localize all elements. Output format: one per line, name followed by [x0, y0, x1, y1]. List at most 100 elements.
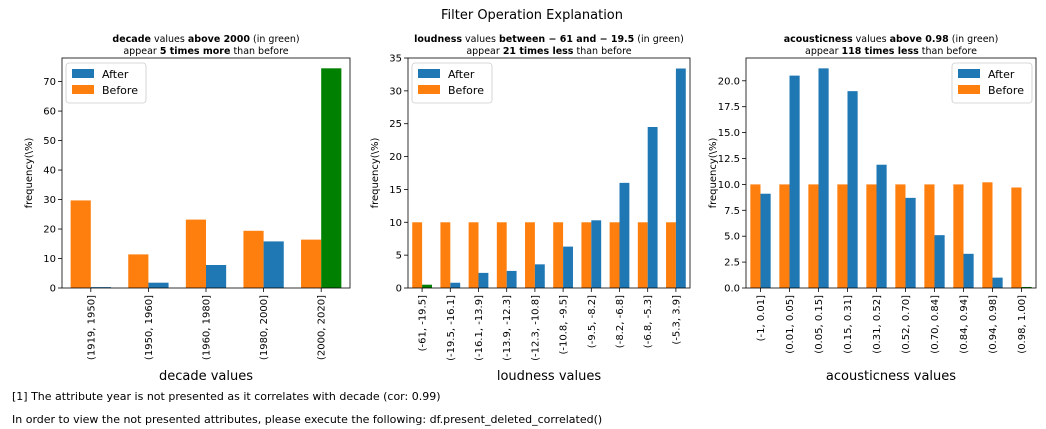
chart-2-bar-before-9: [1011, 187, 1022, 288]
chart-1-ylabel: frequency(\%): [370, 137, 381, 208]
chart-1-bar-before-6: [581, 222, 592, 288]
chart-2-bar-before-7: [953, 184, 964, 288]
chart-2-legend-label-0: After: [988, 68, 1015, 81]
chart-2-ytick-label-3: 7.5: [724, 206, 740, 217]
chart-1-xtick-label-6: (-9.5, -8.2]: [587, 295, 598, 348]
chart-2-bar-before-4: [866, 184, 877, 288]
chart-2-ytick-label-8: 20.0: [718, 76, 740, 87]
chart-2-xtick-label-4: (0.31, 0.52]: [872, 295, 883, 354]
chart-1-bar-after-1: [450, 282, 461, 288]
chart-1-bar-after-2: [478, 272, 489, 288]
chart-2-bar-after-4: [876, 164, 887, 288]
chart-0-bar-before-2: [185, 219, 206, 288]
chart-2-bar-after-0: [760, 193, 771, 288]
chart-1-legend-label-0: After: [448, 68, 475, 81]
chart-1-subtitle-line-1: appear 21 times less than before: [466, 46, 631, 57]
chart-1-bar-before-1: [440, 222, 451, 288]
chart-0-ytick-label-2: 20: [43, 225, 56, 236]
chart-2-bar-before-3: [837, 184, 848, 288]
chart-1-ytick-label-0: 0: [396, 284, 402, 295]
chart-2-xtick-label-3: (0.15, 0.31]: [843, 295, 854, 354]
chart-0-bar-before-0: [70, 200, 91, 288]
chart-1-bar-before-5: [553, 222, 564, 288]
chart-2-xtick-label-2: (0.05, 0.15]: [814, 295, 825, 354]
chart-1-bar-after-0: [422, 284, 432, 288]
chart-1-xtick-label-8: (-6.8, -5.3]: [643, 295, 654, 348]
chart-2-legend-swatch-1: [958, 85, 980, 94]
chart-0-ylabel: frequency(\%): [24, 137, 35, 208]
chart-1-bar-after-8: [647, 127, 658, 288]
footnote-instructions: In order to view the not presented attri…: [12, 413, 603, 426]
chart-1-bar-before-8: [637, 222, 648, 288]
chart-2-xlabel: acousticness values: [826, 369, 956, 384]
chart-2-bar-after-9: [1021, 286, 1032, 288]
chart-0-xtick-label-2: (1960, 1980]: [202, 295, 213, 360]
chart-1-bar-after-9: [675, 68, 686, 288]
chart-1-axes-frame: [407, 57, 691, 289]
chart-1-xtick-label-4: (-12.3, -10.8]: [530, 295, 541, 361]
chart-2-bar-after-8: [992, 277, 1003, 288]
chart-2-ytick-label-4: 10.0: [718, 180, 740, 191]
chart-1-ytick-label-4: 20: [389, 152, 402, 163]
chart-1-ytick-label-2: 10: [389, 218, 402, 229]
chart-2-axes-frame: [745, 57, 1037, 289]
chart-2-xtick-label-1: (0.01, 0.05]: [785, 295, 796, 354]
chart-1-bar-before-9: [666, 222, 676, 288]
chart-0-ytick-label-5: 50: [43, 136, 56, 147]
chart-1-ytick-label-5: 25: [389, 119, 402, 130]
chart-2-xtick-label-0: (-1, 0.01]: [756, 295, 767, 341]
chart-1-legend-label-1: Before: [448, 84, 484, 97]
chart-0-legend-swatch-0: [72, 69, 94, 78]
chart-2-ytick-label-7: 17.5: [718, 102, 740, 113]
chart-1-ytick-label-3: 15: [389, 185, 402, 196]
chart-2-bar-before-1: [779, 184, 790, 288]
chart-2-legend-label-1: Before: [988, 84, 1024, 97]
chart-0-xtick-label-0: (1919, 1950]: [86, 295, 97, 360]
chart-1-ytick-label-1: 5: [396, 251, 402, 262]
chart-0-bar-before-4: [301, 239, 322, 288]
chart-2-bar-after-7: [963, 253, 974, 288]
chart-2-subtitle-line-1: appear 118 times less than before: [805, 46, 977, 57]
chart-2-bar-before-2: [808, 184, 819, 288]
chart-2-bar-after-3: [847, 91, 858, 288]
chart-0-ytick-label-1: 10: [43, 254, 56, 265]
chart-0-xtick-label-1: (1950, 1960]: [144, 295, 155, 360]
chart-0-ytick-label-7: 70: [43, 77, 56, 88]
chart-2-ytick-label-5: 12.5: [718, 154, 740, 165]
chart-1-xtick-label-0: (-61, -19.5]: [418, 295, 429, 351]
chart-1-ytick-label-7: 35: [389, 54, 402, 65]
chart-1-bar-before-3: [496, 222, 507, 288]
chart-1-bar-before-4: [525, 222, 535, 288]
chart-0-bar-after-4: [321, 68, 342, 288]
chart-1-legend-swatch-1: [418, 85, 440, 94]
chart-2-bar-before-6: [924, 184, 935, 288]
chart-0-bar-after-3: [263, 241, 284, 288]
chart-1-xtick-label-3: (-13.9, -12.3]: [502, 295, 513, 361]
chart-0-bar-before-3: [243, 230, 264, 288]
chart-1-bar-after-7: [619, 182, 630, 288]
chart-1-bar-after-4: [534, 264, 545, 288]
chart-0-bar-after-2: [206, 265, 227, 288]
chart-2-xtick-label-6: (0.70, 0.84]: [930, 295, 941, 354]
chart-1-legend-swatch-0: [418, 69, 440, 78]
chart-2-ytick-label-6: 15.0: [718, 128, 740, 139]
chart-1-xtick-label-5: (-10.8, -9.5]: [559, 295, 570, 355]
chart-0-subtitle-line-1: appear 5 times more than before: [123, 46, 288, 57]
chart-1-xtick-label-9: (-5.3, 3.9]: [671, 295, 682, 345]
chart-0-ytick-label-3: 30: [43, 195, 56, 206]
chart-0-ytick-label-4: 40: [43, 166, 56, 177]
chart-0-legend-label-1: Before: [102, 84, 138, 97]
chart-2-xtick-label-8: (0.94, 0.98]: [988, 295, 999, 354]
chart-1-xtick-label-2: (-16.1, -13.9]: [474, 295, 485, 361]
chart-1-xtick-label-7: (-8.2, -6.8]: [615, 295, 626, 348]
chart-2-bar-after-2: [818, 68, 829, 289]
chart-2-ylabel: frequency(\%): [708, 137, 719, 208]
chart-2-xtick-label-9: (0.98, 1.00]: [1017, 295, 1028, 354]
chart-0-ytick-label-0: 0: [50, 284, 56, 295]
chart-1-bar-before-0: [412, 222, 423, 288]
chart-0-bar-after-1: [148, 282, 169, 288]
chart-2-subtitle-line-0: acousticness values above 0.98 (in green…: [784, 34, 999, 45]
chart-2-legend-swatch-0: [958, 69, 980, 78]
chart-0-xtick-label-3: (1980, 2000]: [259, 295, 270, 360]
